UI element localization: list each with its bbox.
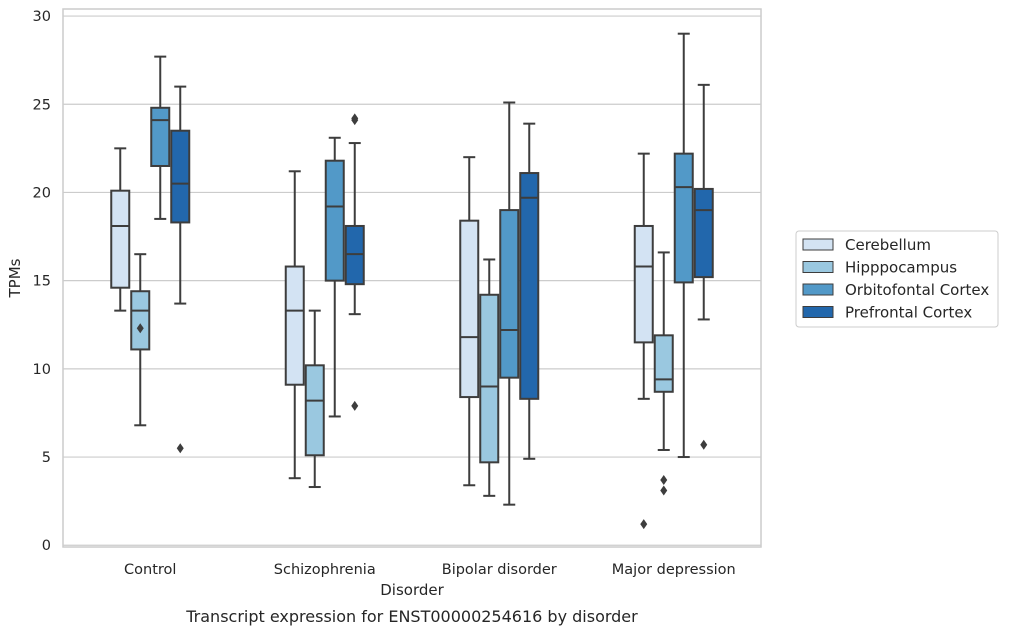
box-iqr bbox=[130, 290, 151, 351]
y-tick-label: 20 bbox=[33, 185, 51, 201]
box-group bbox=[499, 101, 520, 506]
y-tick-label: 5 bbox=[42, 450, 51, 466]
chart-caption: Transcript expression for ENST0000025461… bbox=[185, 607, 638, 626]
box-iqr bbox=[459, 219, 480, 399]
box-group bbox=[633, 152, 654, 530]
outlier-point bbox=[351, 400, 359, 411]
y-axis-label: TPMs bbox=[6, 258, 24, 298]
box-group bbox=[479, 258, 500, 497]
x-tick-labels: Control Schizophrenia Bipolar disorder Majo… bbox=[124, 562, 736, 578]
outlier-point bbox=[660, 474, 668, 485]
outlier-point bbox=[176, 443, 184, 454]
x-tick-label: Schizophrenia bbox=[274, 562, 376, 578]
outlier-point bbox=[660, 485, 668, 496]
grid-lines bbox=[63, 15, 761, 546]
box-group bbox=[170, 85, 191, 454]
box-group bbox=[110, 147, 131, 312]
box-iqr bbox=[633, 224, 654, 344]
box-group bbox=[130, 253, 151, 427]
outlier-point bbox=[700, 439, 708, 450]
box-iqr bbox=[170, 129, 191, 224]
y-tick-label: 10 bbox=[33, 362, 51, 378]
outlier-point bbox=[640, 519, 648, 530]
x-tick-label: Control bbox=[124, 562, 176, 578]
x-tick-label: Bipolar disorder bbox=[442, 562, 557, 578]
legend: Cerebellum Hipppocampus Orbitofontal Corte… bbox=[795, 230, 999, 328]
outlier-point bbox=[351, 113, 359, 124]
y-tick-label: 0 bbox=[42, 538, 51, 554]
y-tick-labels: 0 5 10 15 20 25 30 bbox=[33, 9, 51, 554]
x-axis-label: Disorder bbox=[380, 581, 444, 599]
legend-label: Orbitofontal Cortex bbox=[845, 281, 989, 299]
box-group bbox=[519, 122, 540, 460]
legend-swatch bbox=[802, 261, 834, 273]
box-iqr bbox=[499, 209, 520, 379]
y-tick-label: 25 bbox=[33, 97, 51, 113]
legend-label: Hipppocampus bbox=[845, 259, 957, 277]
box-iqr bbox=[110, 189, 131, 289]
legend-frame bbox=[795, 230, 999, 328]
outlier-point bbox=[136, 323, 144, 334]
box-iqr bbox=[284, 265, 305, 386]
box-iqr bbox=[304, 364, 325, 457]
box-groups bbox=[110, 32, 714, 530]
y-tick-label: 30 bbox=[33, 9, 51, 25]
box-iqr bbox=[519, 172, 540, 400]
box-group bbox=[324, 136, 345, 418]
box-iqr bbox=[150, 106, 171, 167]
box-iqr bbox=[653, 334, 674, 393]
plot-frame bbox=[62, 8, 762, 548]
legend-label: Cerebellum bbox=[845, 236, 931, 254]
legend-swatch bbox=[802, 238, 834, 251]
legend-swatch bbox=[802, 283, 834, 296]
x-tick-label: Major depression bbox=[612, 562, 736, 578]
box-iqr bbox=[324, 159, 345, 282]
y-tick-label: 15 bbox=[33, 274, 51, 290]
box-iqr bbox=[693, 187, 714, 279]
box-group bbox=[304, 309, 325, 489]
box-group bbox=[284, 170, 305, 480]
box-iqr bbox=[673, 152, 694, 284]
box-group bbox=[459, 156, 480, 487]
box-iqr bbox=[479, 293, 500, 464]
box-group bbox=[693, 83, 714, 450]
legend-swatch bbox=[802, 306, 834, 318]
box-group bbox=[150, 55, 171, 220]
box-group bbox=[344, 113, 365, 411]
box-group bbox=[673, 32, 694, 459]
legend-label: Prefrontal Cortex bbox=[845, 304, 972, 322]
box-group bbox=[653, 251, 674, 496]
